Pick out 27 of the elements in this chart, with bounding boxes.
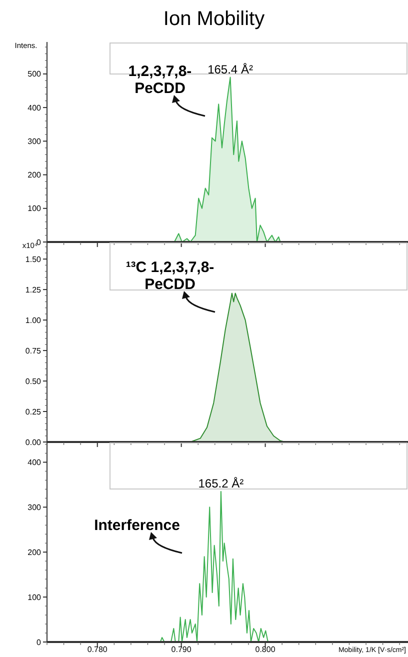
- y-tick-label: 300: [28, 136, 42, 146]
- x-tick-label: 0.800: [255, 645, 276, 654]
- y-tick-label: 0: [36, 638, 42, 647]
- y-tick-label: 200: [28, 170, 42, 180]
- y-tick-label: 1.25: [25, 285, 42, 294]
- y-tick-label: 0.75: [25, 346, 42, 356]
- annotation: 1,2,3,7,8-PeCDD: [128, 63, 192, 97]
- y-tick-label: 400: [28, 103, 42, 112]
- y-tick-label: 0.00: [25, 438, 42, 447]
- y-tick-label: 0.25: [25, 407, 42, 416]
- y-tick-label: 100: [28, 592, 42, 602]
- y-tick-label: 0.50: [25, 376, 42, 386]
- x-tick-label: 0.780: [87, 645, 108, 654]
- y-tick-label: 100: [28, 204, 42, 214]
- x-tick-label: 0.790: [171, 645, 192, 654]
- y-tick-label: 1.50: [25, 254, 42, 264]
- y-tick-label: 300: [28, 502, 42, 512]
- chart-title: Ion Mobility: [163, 8, 265, 30]
- y-tick-label: 1.00: [25, 316, 42, 325]
- annotation: ¹³C 1,2,3,7,8-PeCDD: [126, 259, 214, 293]
- annotation: Interference: [94, 517, 180, 534]
- y-tick-label: 200: [28, 548, 42, 557]
- annotation: 165.4 Å²: [208, 62, 253, 76]
- annotation: 165.2 Å²: [198, 476, 244, 490]
- y-tick-label: 0: [36, 238, 42, 247]
- y-tick-label: 400: [28, 458, 42, 468]
- y-tick-label: 500: [28, 70, 42, 79]
